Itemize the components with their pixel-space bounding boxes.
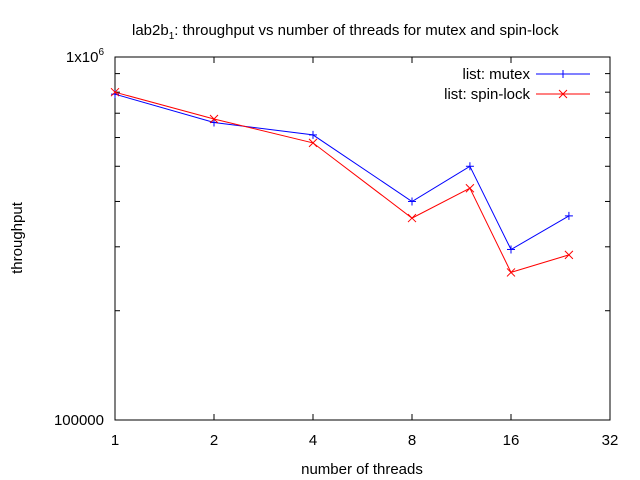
y-tick-label-low: 100000	[54, 412, 104, 429]
data-point	[209, 114, 219, 124]
data-point	[506, 268, 516, 277]
y-axis-label: throughput	[9, 201, 26, 274]
x-tick-label: 32	[602, 432, 619, 449]
data-point	[465, 162, 474, 171]
x-axis-ticks: 1 2 4 8 16 32	[111, 57, 619, 449]
legend-marker	[559, 70, 567, 78]
chart-title-rest: : throughput vs number of threads for mu…	[174, 22, 559, 39]
series-line	[114, 91, 570, 274]
chart-title-main: lab2b	[132, 22, 169, 39]
plot-frame	[114, 56, 611, 421]
data-point	[407, 213, 417, 223]
x-tick-label: 8	[408, 432, 416, 449]
x-tick-label: 4	[309, 432, 317, 449]
marker-stroke	[407, 213, 417, 223]
data-point	[564, 250, 574, 260]
legend-label: list: mutex	[462, 66, 530, 83]
data-point	[408, 197, 416, 206]
marker-stroke	[110, 87, 120, 97]
legend-item: list: spin-lock	[444, 86, 590, 103]
marker-stroke	[209, 114, 219, 124]
data-point	[507, 245, 515, 254]
series-spin-lock	[110, 87, 574, 277]
chart-title-sub: 1	[169, 31, 175, 42]
x-tick-label: 16	[503, 432, 520, 449]
data-point	[465, 183, 475, 193]
data-point	[111, 90, 119, 99]
legend: list: mutex list: spin-lock	[444, 66, 590, 103]
marker-stroke	[308, 138, 318, 148]
y-axis-ticks	[115, 56, 610, 421]
legend-item: list: mutex	[462, 66, 590, 83]
chart-title: lab2b1: throughput vs number of threads …	[132, 22, 559, 42]
x-tick-label: 2	[210, 432, 218, 449]
legend-marker	[558, 89, 568, 99]
y-tick-label-high: 1x106	[66, 47, 105, 66]
data-point	[564, 211, 573, 220]
data-point	[210, 118, 218, 127]
series-mutex	[111, 90, 573, 254]
series-line	[114, 93, 570, 251]
marker-stroke	[558, 89, 568, 99]
x-tick-label: 1	[111, 432, 119, 449]
x-axis-label: number of threads	[301, 461, 423, 478]
data-point	[309, 130, 317, 139]
y-tick-label-high-exp: 6	[98, 47, 104, 58]
data-point	[308, 138, 318, 148]
data-point	[110, 87, 120, 97]
legend-label: list: spin-lock	[444, 86, 530, 103]
marker-stroke	[564, 250, 574, 260]
y-tick-label-high-base: 1x10	[66, 49, 99, 66]
marker-stroke	[506, 268, 516, 277]
marker-stroke	[465, 183, 475, 193]
series-layer	[110, 87, 574, 277]
